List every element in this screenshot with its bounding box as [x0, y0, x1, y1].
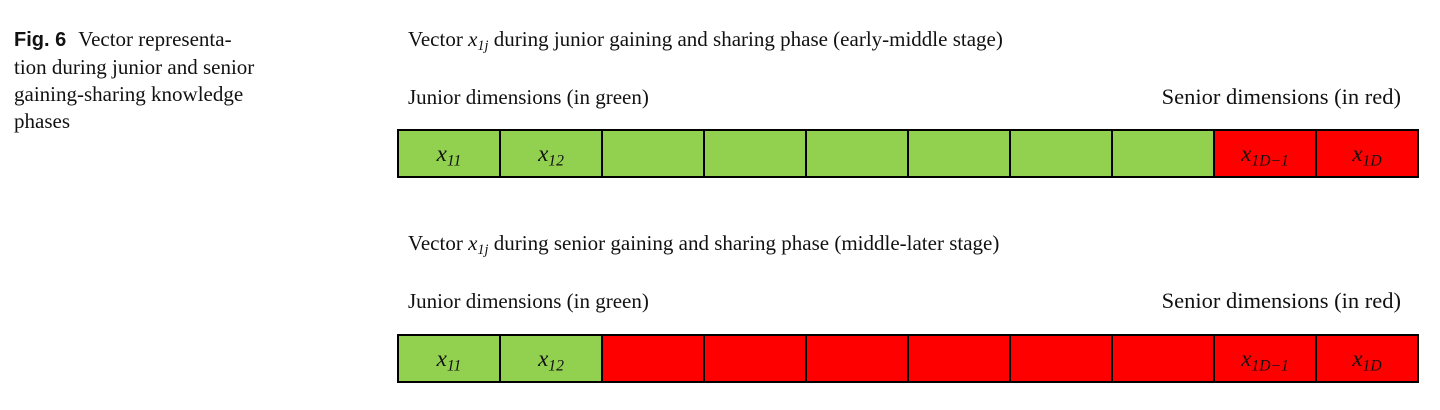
vector-bar-junior-phase: x11 x12 x1D−1 x1D — [397, 129, 1419, 178]
cell-label: x1D — [1352, 140, 1382, 169]
diagram-2-title-suffix: during senior gaining and sharing phase … — [488, 231, 1000, 255]
diagram-2-title-prefix: Vector — [408, 231, 469, 255]
caption-text-line-2: tion during junior and senior — [14, 55, 255, 79]
figure-number-label: Fig. 6 — [14, 29, 67, 51]
vector-symbol: x1j — [468, 27, 489, 54]
vector-cell-3 — [601, 131, 703, 176]
cell-label: x1D−1 — [1241, 140, 1289, 169]
diagram-1-title-suffix: during junior gaining and sharing phase … — [488, 27, 1003, 51]
vector-cell-x1D: x1D — [1315, 131, 1417, 176]
vector-cell-8 — [1111, 336, 1213, 381]
senior-dimensions-label: Senior dimensions (in red) — [1161, 84, 1401, 109]
diagram-2-title: Vector x1j during senior gaining and sha… — [408, 231, 1418, 258]
diagram-1-title: Vector x1j during junior gaining and sha… — [408, 27, 1418, 54]
vector-cell-x11: x11 — [399, 336, 499, 381]
diagram-1-title-prefix: Vector — [408, 27, 469, 51]
cell-label: x1D−1 — [1241, 345, 1289, 374]
vector-cell-x1D: x1D — [1315, 336, 1417, 381]
vector-cell-5 — [805, 336, 907, 381]
vector-cell-5 — [805, 131, 907, 176]
vector-cell-x1D-1: x1D−1 — [1213, 336, 1315, 381]
cell-label: x11 — [436, 345, 462, 374]
cell-label: x12 — [538, 140, 564, 169]
caption-text-line-3: gaining-sharing knowledge — [14, 82, 244, 106]
dimension-labels-row-2: Junior dimensions (in green) Senior dime… — [397, 288, 1415, 314]
vector-cell-6 — [907, 336, 1009, 381]
vector-cell-4 — [703, 336, 805, 381]
caption-text-line-4: phases — [14, 109, 70, 133]
vector-cell-x1D-1: x1D−1 — [1213, 131, 1315, 176]
vector-cell-6 — [907, 131, 1009, 176]
cell-label: x12 — [538, 345, 564, 374]
caption-text-line-1: Vector representa- — [78, 27, 232, 51]
vector-cell-3 — [601, 336, 703, 381]
figure-caption: Fig. 6 Vector representa- tion during jun… — [14, 26, 314, 135]
vector-symbol: x1j — [468, 231, 489, 258]
vector-cell-7 — [1009, 336, 1111, 381]
cell-label: x1D — [1352, 345, 1382, 374]
junior-dimensions-label: Junior dimensions (in green) — [408, 289, 649, 313]
senior-dimensions-label: Senior dimensions (in red) — [1161, 288, 1401, 313]
vector-cell-4 — [703, 131, 805, 176]
dimension-labels-row-1: Junior dimensions (in green) Senior dime… — [397, 84, 1415, 110]
vector-cell-7 — [1009, 131, 1111, 176]
vector-bar-senior-phase: x11 x12 x1D−1 x1D — [397, 334, 1419, 383]
junior-dimensions-label: Junior dimensions (in green) — [408, 85, 649, 109]
cell-label: x11 — [436, 140, 462, 169]
vector-cell-x11: x11 — [399, 131, 499, 176]
vector-cell-x12: x12 — [499, 131, 601, 176]
vector-cell-8 — [1111, 131, 1213, 176]
caption-line: Fig. 6 Vector representa- — [14, 26, 314, 54]
vector-cell-x12: x12 — [499, 336, 601, 381]
